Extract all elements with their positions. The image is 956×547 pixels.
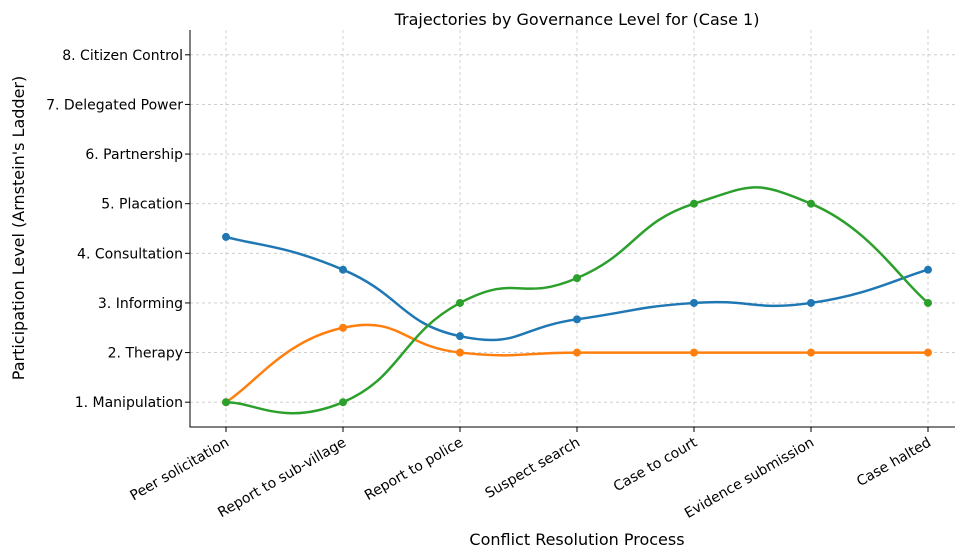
point (924, 298, 932, 307)
y-tick-label: 6. Partnership (85, 147, 183, 163)
point (807, 199, 815, 208)
x-tick-label: Report to sub-village (215, 435, 349, 521)
point (339, 398, 347, 407)
y-axis-label: Participation Level (Arnstein's Ladder) (9, 76, 28, 380)
point (339, 265, 347, 274)
x-tick-label: Case halted (854, 435, 934, 490)
point (339, 323, 347, 332)
y-tick-label: 4. Consultation (77, 246, 183, 262)
point (807, 348, 815, 357)
point (690, 348, 698, 357)
point (222, 232, 230, 241)
y-tick-label: 2. Therapy (108, 346, 183, 362)
point (690, 298, 698, 307)
y-tick-label: 8. Citizen Control (62, 48, 183, 64)
point (573, 274, 581, 283)
y-tick-label: 7. Delegated Power (46, 97, 183, 113)
x-tick-label: Peer solicitation (127, 435, 232, 505)
y-tick-label: 1. Manipulation (75, 395, 183, 411)
x-tick-label: Suspect search (483, 435, 583, 502)
chart-title: Trajectories by Governance Level for (Ca… (394, 10, 760, 29)
point (807, 298, 815, 307)
point (222, 398, 230, 407)
x-axis-label: Conflict Resolution Process (469, 530, 684, 547)
y-tick-label: 5. Placation (101, 197, 183, 213)
x-tick-label: Case to court (611, 434, 701, 495)
point (456, 348, 464, 357)
axes-frame (189, 30, 955, 428)
point (924, 348, 932, 357)
point (690, 199, 698, 208)
point (573, 348, 581, 357)
x-tick-label: Report to police (362, 435, 466, 504)
point (573, 315, 581, 324)
x-tick-label: Evidence submission (682, 435, 817, 522)
point (456, 332, 464, 341)
point (456, 298, 464, 307)
point (924, 265, 932, 274)
y-tick-label: 3. Informing (98, 296, 183, 312)
